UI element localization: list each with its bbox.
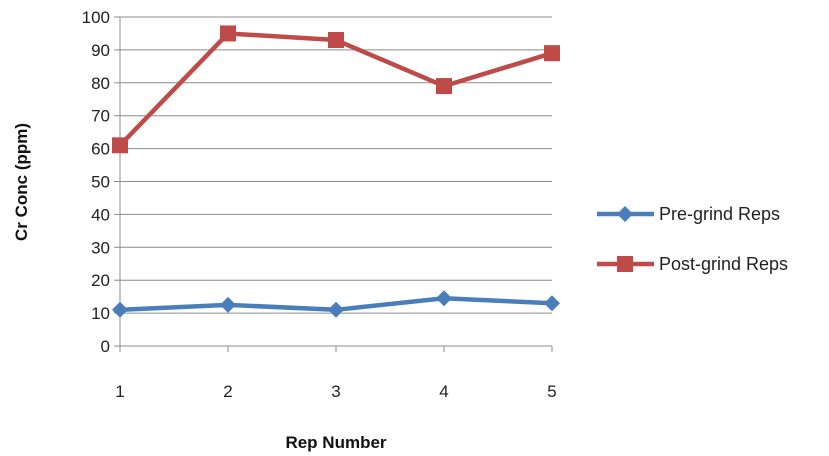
y-tick-label: 50 — [91, 173, 110, 192]
legend-label: Pre-grind Reps — [659, 204, 780, 224]
data-point — [544, 45, 560, 62]
data-point — [328, 32, 344, 49]
legend: Pre-grind Reps Post-grind Reps — [597, 204, 788, 274]
y-tick-label: 40 — [91, 205, 110, 224]
legend-marker — [617, 256, 633, 272]
y-tick-label: 20 — [91, 271, 110, 290]
data-point — [220, 25, 236, 42]
data-point — [436, 290, 452, 307]
y-tick-label: 0 — [101, 337, 110, 356]
x-tick-label: 4 — [439, 382, 448, 401]
y-tick-labels: 0 10 20 30 40 50 60 70 80 90 100 — [82, 8, 110, 356]
y-tick-label: 100 — [82, 8, 110, 27]
x-tick-label: 2 — [223, 382, 232, 401]
y-tick-label: 60 — [91, 140, 110, 159]
y-tick-label: 30 — [91, 238, 110, 257]
x-tick-labels: 1 2 3 4 5 — [115, 382, 556, 401]
data-point — [112, 301, 128, 318]
y-axis-title: Cr Conc (ppm) — [12, 123, 31, 241]
y-tick-label: 90 — [91, 41, 110, 60]
legend-label: Post-grind Reps — [659, 254, 788, 274]
series-2 — [112, 25, 560, 154]
gridlines — [120, 16, 552, 314]
data-point — [220, 296, 236, 313]
y-tick-label: 70 — [91, 107, 110, 126]
legend-item: Post-grind Reps — [597, 254, 788, 274]
axes — [114, 16, 553, 352]
data-point — [112, 137, 128, 154]
data-point — [328, 301, 344, 318]
x-tick-label: 5 — [547, 382, 556, 401]
legend-item: Pre-grind Reps — [597, 204, 780, 224]
data-point — [544, 295, 560, 312]
legend-marker — [617, 206, 633, 222]
x-tick-label: 1 — [115, 382, 124, 401]
x-axis-title: Rep Number — [285, 433, 386, 452]
y-tick-label: 80 — [91, 74, 110, 93]
series-group — [112, 25, 560, 318]
x-tick-label: 3 — [331, 382, 340, 401]
y-tick-label: 10 — [91, 304, 110, 323]
series-1 — [112, 290, 560, 318]
data-point — [436, 78, 452, 95]
